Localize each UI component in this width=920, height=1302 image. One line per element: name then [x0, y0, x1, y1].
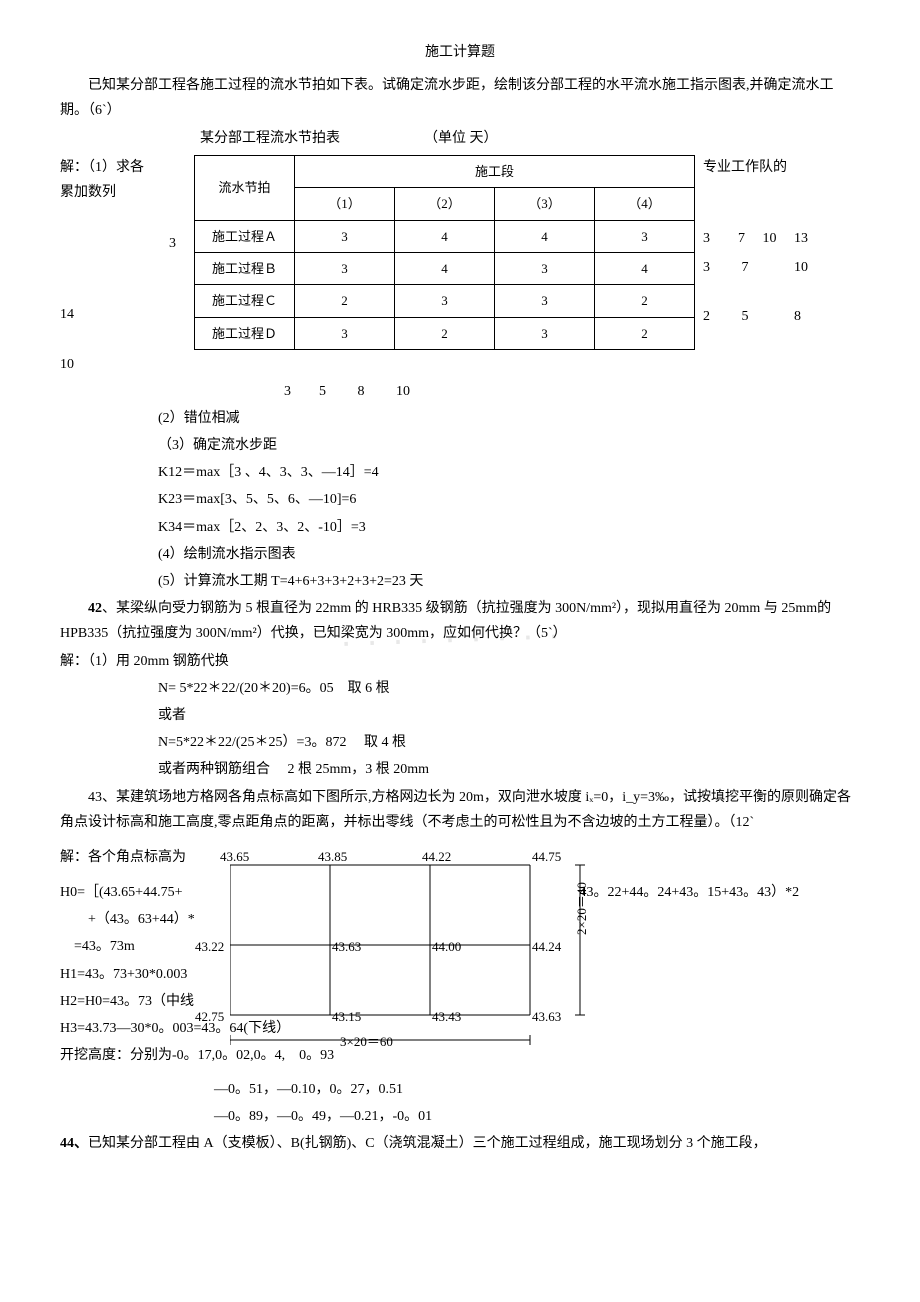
q43-l2a: H0=［(43.65+44.75+ [60, 885, 182, 900]
th-c3: （3） [495, 188, 595, 220]
th-flow: 流水节拍 [195, 155, 295, 220]
side-block3: 2 5 8 [703, 304, 849, 329]
q42-prompt: 42、某梁纵向受力钢筋为 5 根直径为 22mm 的 HRB335 级钢筋（抗拉… [60, 596, 860, 646]
q44-prompt: 44、已知某分部工程由 A（支模板）、B(扎钢筋)、C（浇筑混凝土）三个施工过程… [60, 1131, 860, 1156]
q42-l2: N= 5*22＊22/(20＊20)=6。05 取 6 根 [60, 676, 860, 701]
q42-l1: 解：（1）用 20mm 钢筋代换 [60, 649, 860, 674]
q41-step3: （3）确定流水步距 [60, 433, 860, 458]
q43-l9: —0。51，—0.10，0。27，0.51 [60, 1077, 860, 1102]
q42-num: 42 [88, 601, 102, 616]
page-title: 施工计算题 [60, 40, 860, 65]
q41-step2: (2）错位相减 [60, 406, 860, 431]
q43-l7: H3=43.73—30*0。003=43。64(下线） [60, 1016, 860, 1041]
q41-right1: 专业工作队的 [703, 155, 849, 180]
q41-k23: K23＝max[3、5、5、6、—10]=6 [60, 487, 860, 512]
table-row: 施工过程Ａ 3 4 4 3 [195, 220, 695, 252]
q43-l2b: 43。22+44。24+43。15+43。43）*2 [579, 885, 799, 900]
q43-num: 43、 [88, 790, 116, 805]
q43-figure-area: 43.65 43.85 44.22 44.75 43.22 43.63 44.0… [60, 845, 860, 1075]
q41-table-caption: 某分部工程流水节拍表 （单位 天） [60, 126, 860, 151]
q43-l1a: 解：各个角点标高为 [60, 845, 860, 870]
q41-table-row: 解：（1）求各 累加数列 3 14 10 流水节拍 施工段 （1） （2） （3… [60, 155, 860, 377]
th-c1: （1） [295, 188, 395, 220]
q41-k34: K34＝max［2、2、3、2、-10］=3 [60, 515, 860, 540]
th-section: 施工段 [295, 155, 695, 187]
q42-l3: 或者 [60, 703, 860, 728]
q42-l4: N=5*22＊22/(25＊25）=3。872 取 4 根 [60, 730, 860, 755]
th-c4: （4） [595, 188, 695, 220]
table-row: 施工过程Ｄ 3 2 3 2 [195, 317, 695, 349]
side-block2: 3 7 10 [703, 255, 849, 280]
q41-prompt: 已知某分部工程各施工过程的流水节拍如下表。试确定流水步距，绘制该分部工程的水平流… [60, 73, 860, 123]
table-row: 施工过程Ｂ 3 4 3 4 [195, 252, 695, 284]
side-left-10: 10 [60, 352, 186, 377]
flow-beat-table: 流水节拍 施工段 （1） （2） （3） （4） 施工过程Ａ 3 4 4 3 施… [194, 155, 695, 350]
q43-prompt: 43、某建筑场地方格网各角点标高如下图所示,方格网边长为 20m，双向泄水坡度 … [60, 785, 860, 835]
q43-l6: H2=H0=43。73（中线 [60, 989, 860, 1014]
q41-step4: (4）绘制流水指示图表 [60, 542, 860, 567]
q42-l5: 或者两种钢筋组合 2 根 25mm，3 根 20mm [60, 757, 860, 782]
q41-step5: (5）计算流水工期 T=4+6+3+3+2+3+2=23 天 [60, 569, 860, 594]
q43-l4: =43。73m [60, 934, 860, 959]
th-c2: （2） [395, 188, 495, 220]
q41-left1: 解：（1）求各 [60, 155, 186, 180]
table-row: 施工过程Ｃ 2 3 3 2 [195, 285, 695, 317]
q41-left2: 累加数列 [60, 180, 186, 205]
q41-num-row: 3 5 8 10 [60, 379, 860, 404]
q41-k12: K12＝max［3 、4、3、3、—14］=4 [60, 460, 860, 485]
side-left-14: 14 [60, 302, 186, 327]
q43-l10: —0。89，—0。49，—0.21，-0。01 [60, 1104, 860, 1129]
side-block1: 3 7 10 13 [703, 226, 849, 251]
q43-l8: 开挖高度：分别为-0。17,0。02,0。4, 0。93 [60, 1043, 860, 1068]
q43-l3a: +（43。63+44）* [60, 907, 860, 932]
q44-num: 44、 [60, 1136, 88, 1151]
side-num-3: 3 [60, 231, 186, 256]
q43-l5: H1=43。73+30*0.003 [60, 962, 860, 987]
